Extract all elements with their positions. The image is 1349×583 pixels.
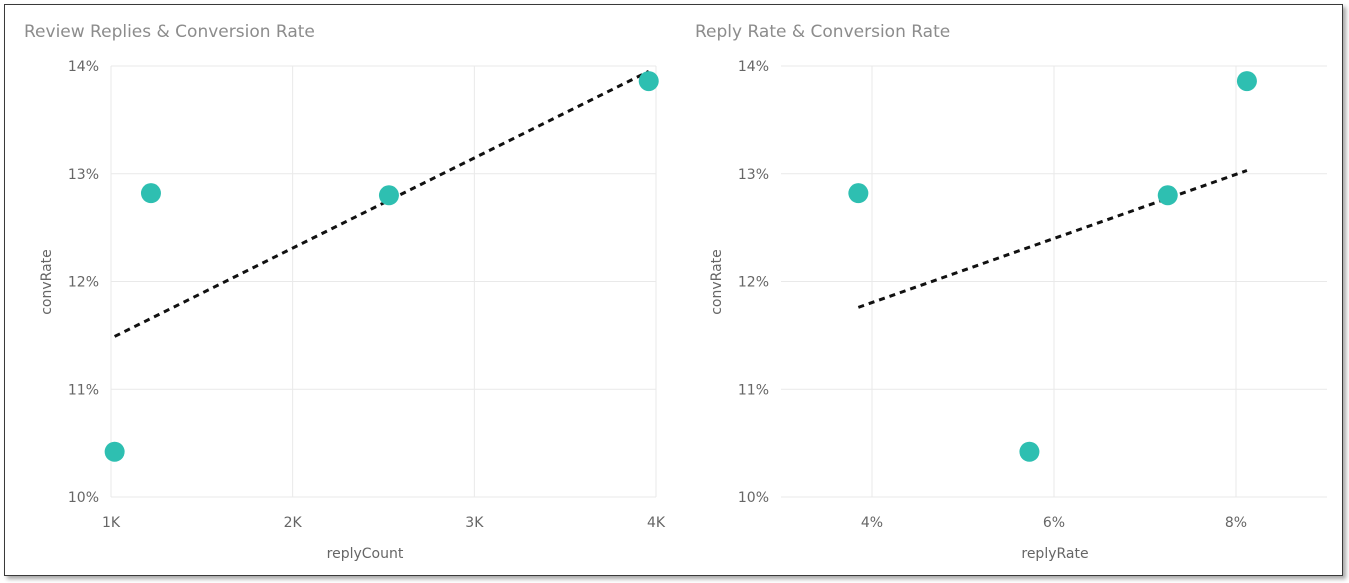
data-point — [1019, 441, 1040, 462]
x-axis-label: replyRate — [1021, 546, 1088, 562]
point-layer — [848, 71, 1257, 462]
y-tick-label: 10% — [68, 490, 99, 506]
y-tick-label: 12% — [68, 275, 99, 291]
trend-line — [857, 169, 1248, 309]
grid-lines — [781, 65, 1327, 498]
charts-canvas: Review Replies & Conversion Rate 10%11%1… — [24, 22, 1327, 562]
x-tick-label: 8% — [1225, 515, 1247, 531]
report-frame: Review Replies & Conversion Rate 10% 11% 1… — [4, 4, 1343, 576]
point-layer — [104, 71, 659, 462]
y-tick-label: 14% — [68, 59, 99, 75]
chart-title: Review Replies & Conversion Rate — [24, 22, 315, 42]
chart-reply-rate: Reply Rate & Conversion Rate 10% 11% 12% 13… — [695, 22, 1327, 562]
data-point — [638, 71, 659, 92]
x-tick-label: 2K — [284, 515, 303, 531]
x-tick-label: 4K — [647, 515, 666, 531]
y-axis-label: convRate — [709, 249, 725, 315]
data-point — [104, 441, 125, 462]
x-tick-label: 1K — [102, 515, 121, 531]
data-point — [378, 185, 399, 206]
y-tick-label: 12% — [738, 275, 769, 291]
data-point — [1236, 71, 1257, 92]
x-tick-label: 3K — [465, 515, 484, 531]
tick-labels: 10% 11% 12% 13% 14% 1K 2K 3K 4K — [68, 59, 666, 531]
trend-layer — [857, 169, 1248, 309]
data-point — [1157, 185, 1178, 206]
y-tick-label: 13% — [738, 167, 769, 183]
x-axis-label: replyCount — [327, 546, 404, 562]
trend-layer — [113, 70, 650, 338]
x-tick-label: 6% — [1043, 515, 1065, 531]
y-axis-label: convRate — [39, 249, 55, 315]
grid-lines — [110, 65, 657, 498]
chart-title: Reply Rate & Conversion Rate — [695, 22, 950, 42]
trend-line — [113, 70, 650, 338]
y-tick-label: 14% — [738, 59, 769, 75]
tick-labels: 10% 11% 12% 13% 14% 4% 6% 8% — [738, 59, 1247, 531]
y-tick-label: 11% — [738, 382, 769, 398]
x-tick-label: 4% — [861, 515, 883, 531]
chart-review-replies: Review Replies & Conversion Rate 10%11%1… — [24, 22, 666, 562]
y-tick-label: 11% — [68, 382, 99, 398]
data-point — [140, 183, 161, 204]
y-tick-label: 13% — [68, 167, 99, 183]
y-tick-label: 10% — [738, 490, 769, 506]
data-point — [848, 183, 869, 204]
